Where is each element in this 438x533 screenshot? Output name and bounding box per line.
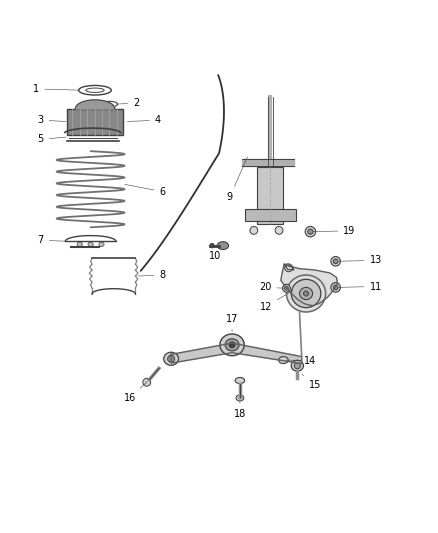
- Ellipse shape: [77, 242, 82, 246]
- Ellipse shape: [275, 227, 283, 235]
- Ellipse shape: [304, 291, 309, 296]
- FancyBboxPatch shape: [67, 109, 123, 135]
- Text: 7: 7: [37, 236, 66, 245]
- Ellipse shape: [229, 342, 235, 348]
- Ellipse shape: [285, 286, 288, 290]
- FancyBboxPatch shape: [245, 209, 296, 221]
- Ellipse shape: [286, 275, 325, 312]
- Ellipse shape: [291, 360, 304, 371]
- Text: 12: 12: [260, 290, 293, 312]
- Ellipse shape: [99, 242, 104, 246]
- Text: 5: 5: [37, 134, 66, 144]
- Text: 14: 14: [286, 356, 317, 366]
- Ellipse shape: [143, 378, 151, 386]
- Text: 18: 18: [234, 401, 246, 418]
- Polygon shape: [171, 343, 302, 364]
- Ellipse shape: [88, 242, 93, 246]
- Ellipse shape: [308, 229, 313, 235]
- Ellipse shape: [225, 339, 239, 351]
- Text: 19: 19: [313, 226, 356, 236]
- Ellipse shape: [250, 227, 258, 235]
- Ellipse shape: [333, 285, 338, 290]
- Text: 15: 15: [302, 374, 321, 390]
- Text: 2: 2: [117, 98, 139, 108]
- Ellipse shape: [220, 334, 244, 356]
- Ellipse shape: [331, 256, 340, 266]
- Text: 17: 17: [226, 314, 238, 332]
- Text: 16: 16: [124, 382, 147, 403]
- FancyBboxPatch shape: [257, 167, 283, 224]
- Text: 1: 1: [33, 84, 79, 94]
- Ellipse shape: [279, 357, 288, 364]
- Ellipse shape: [235, 377, 245, 384]
- Ellipse shape: [331, 282, 340, 292]
- Ellipse shape: [164, 352, 179, 365]
- Polygon shape: [281, 264, 337, 305]
- Text: 4: 4: [127, 115, 161, 125]
- Ellipse shape: [210, 244, 214, 248]
- Ellipse shape: [291, 279, 321, 308]
- Ellipse shape: [285, 264, 293, 272]
- Ellipse shape: [305, 227, 316, 237]
- Ellipse shape: [333, 259, 338, 264]
- Text: 3: 3: [38, 115, 66, 125]
- Text: 11: 11: [339, 281, 382, 292]
- Polygon shape: [285, 265, 294, 270]
- Text: 10: 10: [208, 246, 221, 261]
- Text: 8: 8: [138, 270, 166, 280]
- Text: 20: 20: [259, 282, 284, 293]
- Ellipse shape: [300, 287, 313, 300]
- Ellipse shape: [236, 395, 244, 401]
- Ellipse shape: [283, 284, 290, 292]
- Text: 9: 9: [227, 157, 247, 202]
- Text: 13: 13: [339, 255, 382, 265]
- Ellipse shape: [294, 362, 300, 369]
- Text: 6: 6: [125, 184, 166, 197]
- Ellipse shape: [168, 356, 175, 362]
- Ellipse shape: [217, 241, 229, 249]
